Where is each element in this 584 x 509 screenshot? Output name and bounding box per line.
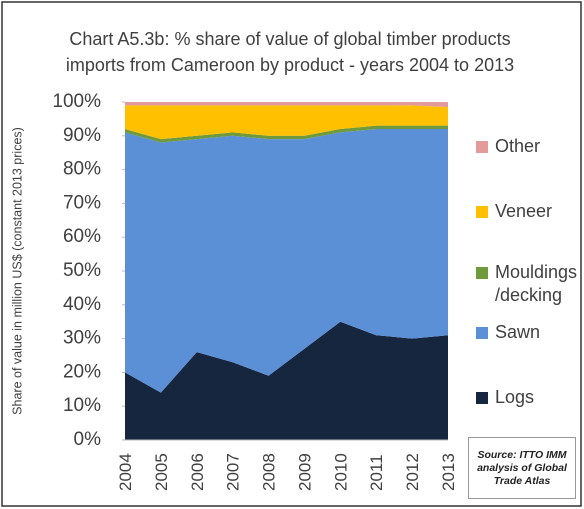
y-tick-label: 30%: [63, 328, 101, 349]
source-note: Source: ITTO IMM analysis of Global Trad…: [468, 437, 576, 499]
y-tick-label: 60%: [63, 226, 101, 247]
legend-swatch: [476, 206, 488, 218]
y-tick-label: 70%: [63, 192, 101, 213]
x-tick-label: 2011: [367, 454, 386, 491]
area: [125, 102, 448, 108]
legend-label: Mouldings /decking: [495, 262, 578, 305]
y-tick-label: 20%: [63, 361, 101, 382]
legend-label: Other: [495, 136, 541, 156]
area: [125, 125, 448, 143]
y-tick-label: 0%: [74, 429, 102, 450]
legend-swatch: [476, 141, 488, 153]
legend-label: Logs: [495, 387, 535, 407]
y-axis-label: Share of value in million US$ (constant …: [10, 127, 24, 415]
chart-title: Chart A5.3b: % share of value of global …: [65, 29, 515, 75]
x-tick-label: 2008: [260, 453, 279, 491]
y-tick-label: 80%: [63, 159, 101, 180]
legend-swatch: [476, 327, 488, 339]
x-tick-label: 2005: [152, 453, 171, 491]
legend: Other Veneer Mouldings /decking Sawn Logs: [476, 0, 584, 509]
area: [125, 105, 448, 140]
x-tick-label: 2009: [295, 453, 314, 491]
y-tick-label: 100%: [52, 91, 101, 112]
x-tick-label: 2007: [224, 453, 243, 491]
y-tick-label: 40%: [63, 294, 101, 315]
legend-label: Sawn: [495, 322, 541, 342]
area: [125, 129, 448, 393]
y-tick-label: 50%: [63, 260, 101, 281]
x-tick-label: 2010: [331, 453, 350, 491]
legend-swatch: [476, 392, 488, 404]
y-tick-label: 90%: [63, 125, 101, 146]
x-tick-label: 2006: [188, 453, 207, 491]
x-tick-label: 2013: [439, 453, 458, 491]
x-tick-label: 2012: [403, 453, 422, 491]
x-tick-label: 2004: [116, 453, 135, 491]
y-tick-label: 10%: [63, 395, 101, 416]
area: [125, 321, 448, 440]
legend-swatch: [476, 267, 488, 279]
legend-label: Veneer: [495, 201, 553, 221]
